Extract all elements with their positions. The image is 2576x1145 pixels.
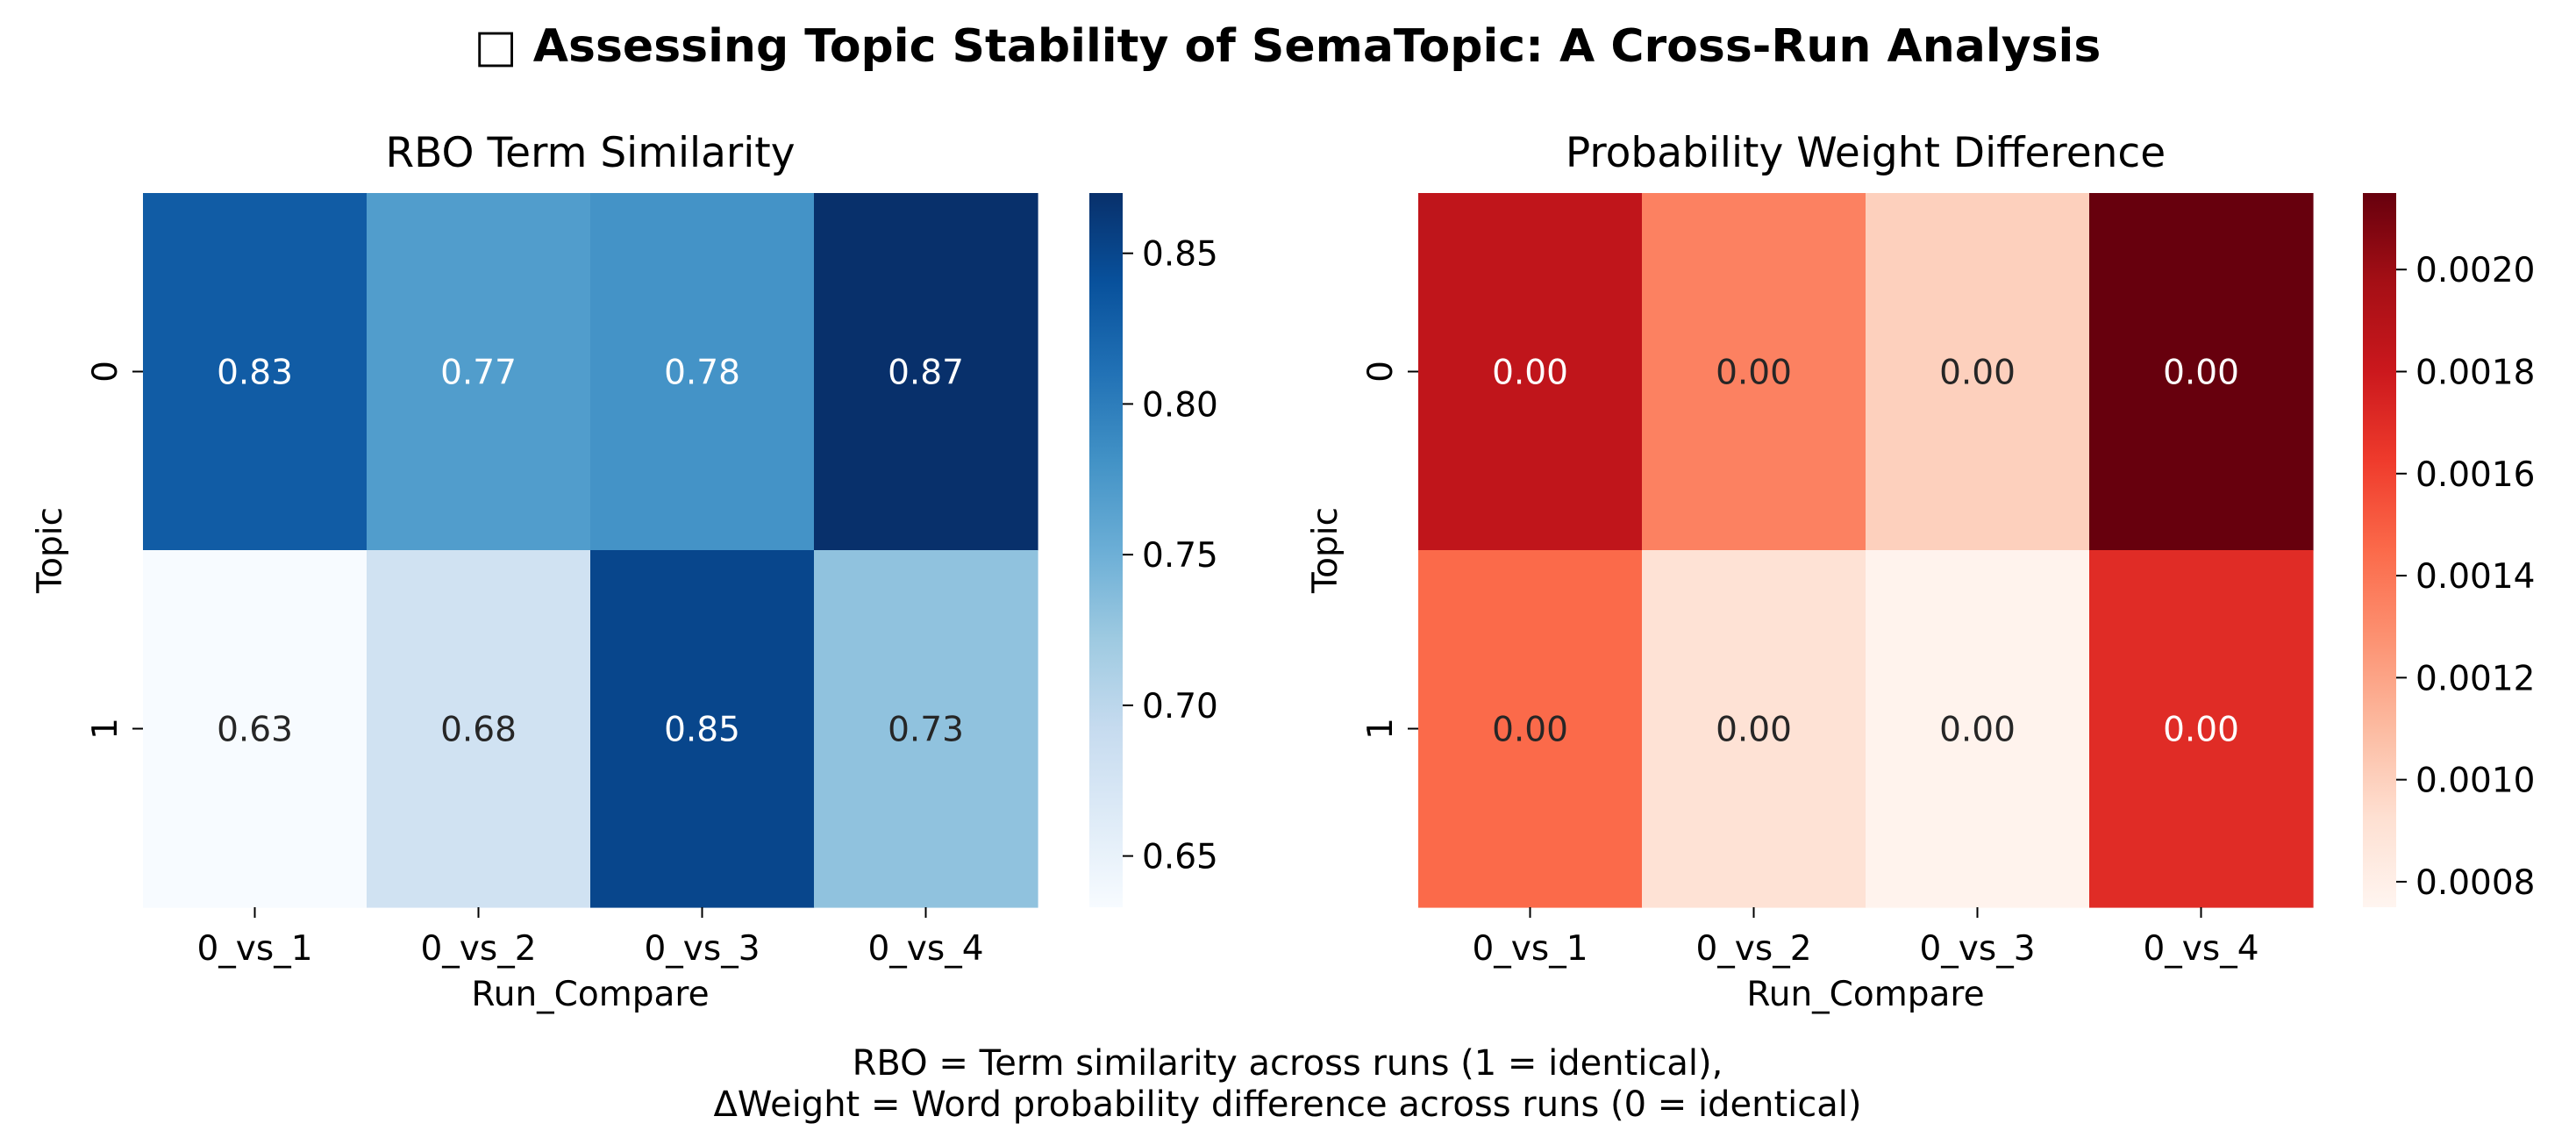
title-text: Assessing Topic Stability of SemaTopic: … bbox=[533, 20, 2101, 73]
rbo-cell-r1-c3 bbox=[814, 550, 1038, 908]
weight-cell-label-r0-c2: 0.00 bbox=[1939, 354, 2016, 393]
title-placeholder-icon: □ bbox=[475, 20, 517, 73]
rbo-colorbar-tick-label-0: 0.65 bbox=[1142, 838, 1218, 877]
weight-cell-label-r1-c0: 0.00 bbox=[1492, 711, 1568, 750]
rbo-cell-r1-c2 bbox=[590, 550, 815, 908]
weight-x-tick-label-2: 0_vs_3 bbox=[1919, 929, 2035, 969]
weight-x-tick-label-3: 0_vs_4 bbox=[2143, 929, 2258, 969]
weight-cell-r1-c3 bbox=[2089, 550, 2314, 908]
rbo-y-axis-label: Topic bbox=[31, 507, 70, 594]
rbo-subplot-title: RBO Term Similarity bbox=[385, 129, 795, 177]
weight-cell-r1-c2 bbox=[1866, 550, 2090, 908]
rbo-x-tick-label-0: 0_vs_1 bbox=[196, 929, 312, 969]
weight-x-tick-label-1: 0_vs_2 bbox=[1695, 929, 1811, 969]
caption-line-2: ΔWeight = Word probability difference ac… bbox=[714, 1084, 1862, 1125]
rbo-cell-label-r1-c0: 0.63 bbox=[217, 711, 293, 750]
weight-cell-label-r1-c2: 0.00 bbox=[1939, 711, 2016, 750]
rbo-y-tick-label-0: 0 bbox=[86, 361, 125, 383]
rbo-y-tick-label-1: 1 bbox=[86, 718, 125, 740]
weight-colorbar-tick-label-1: 0.0010 bbox=[2415, 762, 2535, 801]
rbo-colorbar-tick-label-4: 0.85 bbox=[1142, 235, 1218, 275]
weight-cell-r0-c3 bbox=[2089, 193, 2314, 551]
rbo-cell-label-r1-c3: 0.73 bbox=[888, 711, 964, 750]
rbo-cell-label-r0-c0: 0.83 bbox=[217, 354, 293, 393]
weight-cell-r0-c0 bbox=[1418, 193, 1643, 551]
weight-y-axis-label: Topic bbox=[1306, 507, 1345, 594]
weight-difference-heatmap-panel: Probability Weight Difference 0.00 0.00 0.0… bbox=[1306, 129, 2535, 1014]
weight-cell-r1-c1 bbox=[1642, 550, 1866, 908]
weight-x-tick-label-0: 0_vs_1 bbox=[1472, 929, 1588, 969]
rbo-cell-r0-c1 bbox=[367, 193, 591, 551]
rbo-cell-r1-c0 bbox=[143, 550, 367, 908]
rbo-cell-label-r1-c1: 0.68 bbox=[440, 711, 517, 750]
rbo-x-tick-label-3: 0_vs_4 bbox=[867, 929, 983, 969]
rbo-cell-label-r0-c3: 0.87 bbox=[888, 354, 964, 393]
weight-x-axis-label: Run_Compare bbox=[1746, 975, 1984, 1014]
figure-title: □ Assessing Topic Stability of SemaTopic:… bbox=[475, 20, 2101, 73]
weight-cell-r0-c2 bbox=[1866, 193, 2090, 551]
rbo-colorbar-tick-label-1: 0.70 bbox=[1142, 687, 1218, 726]
weight-colorbar-tick-label-4: 0.0016 bbox=[2415, 455, 2535, 495]
rbo-cell-label-r0-c1: 0.77 bbox=[440, 354, 517, 393]
weight-colorbar-tick-label-5: 0.0018 bbox=[2415, 354, 2535, 393]
weight-cell-label-r0-c0: 0.00 bbox=[1492, 354, 1568, 393]
weight-cell-label-r0-c3: 0.00 bbox=[2163, 354, 2239, 393]
rbo-x-tick-label-2: 0_vs_3 bbox=[644, 929, 760, 969]
rbo-cell-r0-c2 bbox=[590, 193, 815, 551]
weight-cell-label-r0-c1: 0.00 bbox=[1716, 354, 1792, 393]
weight-y-tick-label-0: 0 bbox=[1361, 361, 1401, 383]
weight-subplot-title: Probability Weight Difference bbox=[1566, 129, 2166, 177]
rbo-colorbar bbox=[1089, 193, 1123, 907]
rbo-colorbar-tick-label-3: 0.80 bbox=[1142, 385, 1218, 425]
rbo-cell-label-r1-c2: 0.85 bbox=[664, 711, 740, 750]
weight-cell-label-r1-c3: 0.00 bbox=[2163, 711, 2239, 750]
rbo-cell-r0-c3 bbox=[814, 193, 1038, 551]
weight-y-tick-label-1: 1 bbox=[1361, 718, 1401, 740]
rbo-cell-r1-c1 bbox=[367, 550, 591, 908]
weight-cell-label-r1-c1: 0.00 bbox=[1716, 711, 1792, 750]
weight-cell-r0-c1 bbox=[1642, 193, 1866, 551]
rbo-cell-label-r0-c2: 0.78 bbox=[664, 354, 740, 393]
weight-colorbar bbox=[2363, 193, 2396, 907]
rbo-x-tick-label-1: 0_vs_2 bbox=[420, 929, 536, 969]
weight-colorbar-tick-label-0: 0.0008 bbox=[2415, 863, 2535, 903]
rbo-heatmap-panel: RBO Term Similarity 0.83 0.77 0.78 0.87 0.63 0… bbox=[31, 129, 1218, 1014]
weight-colorbar-tick-label-2: 0.0012 bbox=[2415, 659, 2535, 698]
rbo-cell-r0-c0 bbox=[143, 193, 367, 551]
rbo-x-axis-label: Run_Compare bbox=[471, 975, 709, 1014]
weight-colorbar-tick-label-6: 0.0020 bbox=[2415, 251, 2535, 290]
weight-cell-r1-c0 bbox=[1418, 550, 1643, 908]
caption-line-1: RBO = Term similarity across runs (1 = i… bbox=[853, 1043, 1723, 1084]
weight-colorbar-tick-label-3: 0.0014 bbox=[2415, 557, 2535, 597]
rbo-colorbar-tick-label-2: 0.75 bbox=[1142, 536, 1218, 576]
